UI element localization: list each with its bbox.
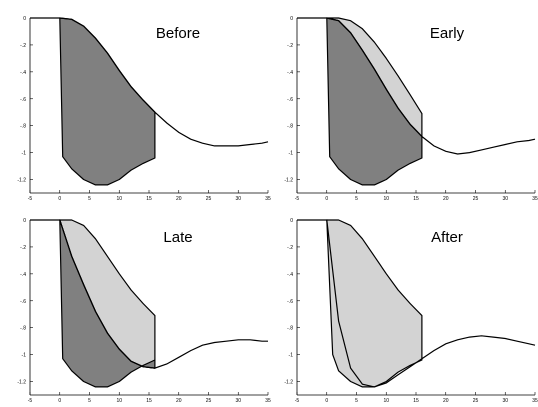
x-tick-label: 10 (383, 398, 389, 404)
response-curve (30, 17, 269, 147)
response-curve (297, 17, 536, 155)
light-region (326, 219, 423, 388)
x-tick-label: 5 (88, 398, 91, 404)
panel-1: 0 -.2 -.4 -.6 -.8 -1 -1.2 -5 0 5 10 15 20 25 30 35 Befor… (17, 16, 271, 202)
x-tick-label: 0 (325, 398, 328, 404)
x-tick-label: 0 (325, 196, 328, 202)
y-tick-label: -1.2 (284, 178, 293, 184)
x-tick-label: 35 (532, 196, 538, 202)
panel-2: 0 -.2 -.4 -.6 -.8 -1 -1.2 -5 0 5 10 15 20 25 30 35 Early (284, 16, 538, 202)
panel-title: After (431, 229, 463, 246)
x-tick-label: 25 (473, 196, 479, 202)
x-tick-label: -5 (28, 398, 33, 404)
y-tick-label: -1.2 (284, 380, 293, 386)
y-tick-label: 0 (23, 218, 26, 224)
dark-region (59, 17, 156, 186)
x-tick-label: 15 (413, 398, 419, 404)
y-tick-label: -.6 (287, 97, 293, 103)
x-tick-label: 0 (58, 196, 61, 202)
response-curve (297, 219, 536, 388)
x-tick-label: 20 (176, 398, 182, 404)
y-tick-label: -1 (289, 353, 294, 359)
x-tick-label: 15 (413, 196, 419, 202)
x-tick-label: 10 (383, 196, 389, 202)
y-tick-label: -.8 (287, 326, 293, 332)
panel-title: Late (163, 229, 192, 246)
x-tick-label: 5 (355, 398, 358, 404)
x-tick-label: 10 (116, 398, 122, 404)
x-tick-label: 25 (206, 196, 212, 202)
y-tick-label: 0 (290, 16, 293, 22)
x-tick-label: 20 (443, 196, 449, 202)
x-tick-label: 35 (265, 398, 271, 404)
y-tick-label: 0 (23, 16, 26, 22)
panel-title: Before (156, 25, 200, 42)
y-tick-label: -1 (22, 353, 27, 359)
y-tick-label: -.6 (287, 299, 293, 305)
y-tick-label: -.4 (287, 272, 293, 278)
panel-3: 0 -.2 -.4 -.6 -.8 -1 -1.2 -5 0 5 10 15 20 25 30 35 Late (17, 218, 271, 404)
x-tick-label: 35 (532, 398, 538, 404)
x-tick-label: -5 (295, 398, 300, 404)
y-tick-label: -.2 (20, 43, 26, 49)
y-tick-label: -1 (289, 151, 294, 157)
x-tick-label: 0 (58, 398, 61, 404)
y-tick-label: -.8 (20, 326, 26, 332)
x-tick-label: 10 (116, 196, 122, 202)
y-tick-label: -.8 (20, 124, 26, 130)
x-tick-label: 15 (146, 398, 152, 404)
x-tick-label: 5 (355, 196, 358, 202)
y-tick-label: -.6 (20, 97, 26, 103)
x-tick-label: 30 (235, 196, 241, 202)
x-tick-label: 15 (146, 196, 152, 202)
x-tick-label: -5 (28, 196, 33, 202)
x-tick-label: -5 (295, 196, 300, 202)
y-tick-label: -.2 (287, 43, 293, 49)
response-curve (30, 219, 268, 369)
x-tick-label: 30 (502, 398, 508, 404)
x-tick-label: 30 (502, 196, 508, 202)
y-tick-label: -.6 (20, 299, 26, 305)
y-tick-label: -1 (22, 151, 27, 157)
panel-title: Early (430, 25, 465, 42)
y-tick-label: -1.2 (17, 380, 26, 386)
y-tick-label: -1.2 (17, 178, 26, 184)
y-tick-label: 0 (290, 218, 293, 224)
x-tick-label: 20 (443, 398, 449, 404)
x-tick-label: 25 (473, 398, 479, 404)
x-tick-label: 35 (265, 196, 271, 202)
x-tick-label: 5 (88, 196, 91, 202)
y-tick-label: -.2 (20, 245, 26, 251)
y-tick-label: -.2 (287, 245, 293, 251)
y-tick-label: -.4 (20, 272, 26, 278)
y-tick-label: -.4 (20, 70, 26, 76)
x-tick-label: 25 (206, 398, 212, 404)
y-tick-label: -.4 (287, 70, 293, 76)
x-tick-label: 20 (176, 196, 182, 202)
x-tick-label: 30 (235, 398, 241, 404)
y-tick-label: -.8 (287, 124, 293, 130)
panel-4: 0 -.2 -.4 -.6 -.8 -1 -1.2 -5 0 5 10 15 20 25 30 35 After (284, 218, 538, 404)
